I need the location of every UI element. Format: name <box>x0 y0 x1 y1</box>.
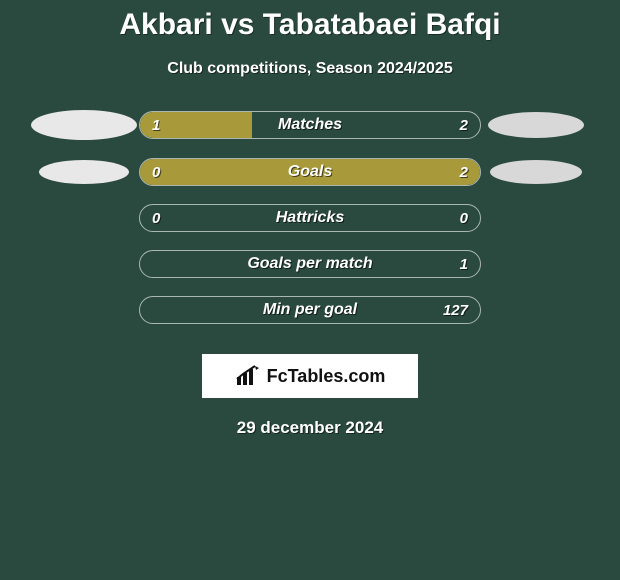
stat-value-right: 2 <box>460 117 468 134</box>
right-player-icon-slot <box>481 160 591 184</box>
stat-row: 1 2Matches <box>0 110 620 140</box>
stat-label: Matches <box>140 116 480 134</box>
stat-row: 127Min per goal <box>0 296 620 324</box>
stat-bar: 127Min per goal <box>139 296 481 324</box>
player-ellipse-icon <box>31 110 137 140</box>
player-ellipse-icon <box>490 160 582 184</box>
stat-value-left: 0 <box>152 210 160 227</box>
stat-value-right: 127 <box>443 302 468 319</box>
brand-text: FcTables.com <box>267 366 386 387</box>
stat-label: Min per goal <box>140 301 480 319</box>
left-player-icon-slot <box>29 160 139 184</box>
right-player-icon-slot <box>481 112 591 138</box>
stat-value-right: 2 <box>460 164 468 181</box>
stat-label: Hattricks <box>140 209 480 227</box>
stat-value-left: 0 <box>152 164 160 181</box>
stat-row: 0 0Hattricks <box>0 204 620 232</box>
stat-row: 0 2Goals <box>0 158 620 186</box>
player-ellipse-icon <box>39 160 129 184</box>
stat-value-left: 1 <box>152 117 160 134</box>
stat-bar: 0 0Hattricks <box>139 204 481 232</box>
stat-value-right: 0 <box>460 210 468 227</box>
stats-area: 12Matches02Goals00Hattricks1Goals per ma… <box>0 110 620 324</box>
stat-row: 1Goals per match <box>0 250 620 278</box>
stat-bar: 1 2Matches <box>139 111 481 139</box>
brand-badge[interactable]: FcTables.com <box>202 354 418 398</box>
chart-icon <box>235 365 261 387</box>
page-title: Akbari vs Tabatabaei Bafqi <box>0 8 620 42</box>
stat-bar: 1Goals per match <box>139 250 481 278</box>
stat-value-right: 1 <box>460 256 468 273</box>
stat-label: Goals <box>140 163 480 181</box>
stat-bar: 0 2Goals <box>139 158 481 186</box>
comparison-card: Akbari vs Tabatabaei Bafqi Club competit… <box>0 0 620 438</box>
left-player-icon-slot <box>29 110 139 140</box>
stat-label: Goals per match <box>140 255 480 273</box>
subtitle: Club competitions, Season 2024/2025 <box>0 60 620 78</box>
date-label: 29 december 2024 <box>0 418 620 438</box>
player-ellipse-icon <box>488 112 584 138</box>
